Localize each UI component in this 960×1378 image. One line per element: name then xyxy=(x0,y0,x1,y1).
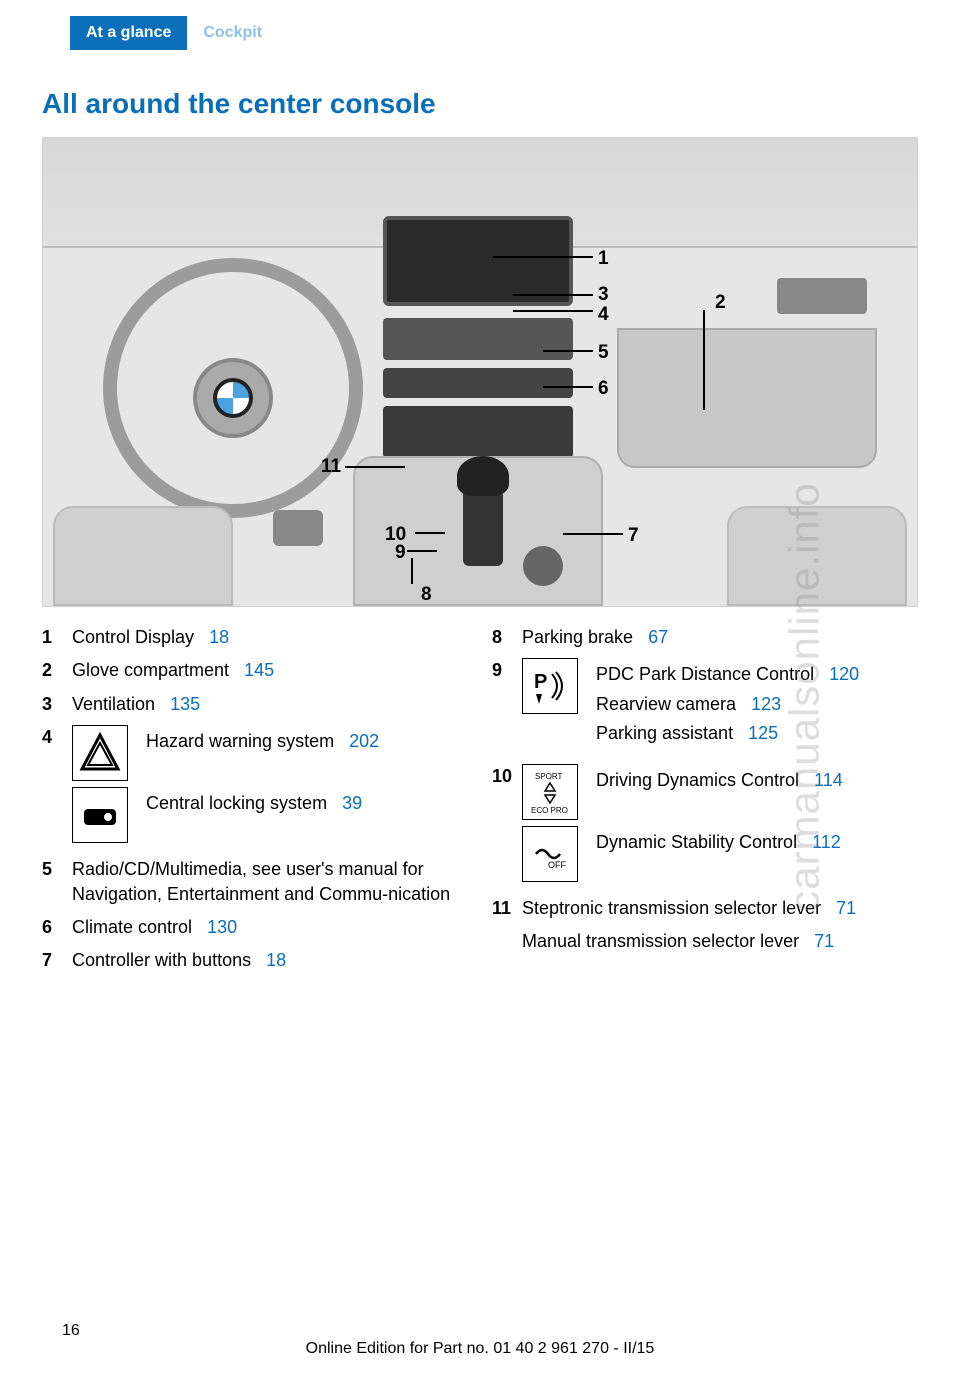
breadcrumb-primary: At a glance xyxy=(70,16,187,50)
page-ref-link[interactable]: 18 xyxy=(209,627,229,647)
legend-item: 2 Glove compartment 145 xyxy=(42,658,468,683)
legend-text: Manual transmission selector lever xyxy=(522,931,799,951)
page-ref-link[interactable]: 67 xyxy=(648,627,668,647)
callout-2: 2 xyxy=(715,290,726,317)
legend-item: 6 Climate control 130 xyxy=(42,915,468,940)
page-ref-link[interactable]: 125 xyxy=(748,723,778,743)
legend-text: Dynamic Stability Control xyxy=(596,832,797,852)
legend-item: 4 Hazard warning system 202 xyxy=(42,725,468,849)
legend-num: 3 xyxy=(42,692,72,717)
pdc-icon: P xyxy=(522,658,578,714)
central-locking-icon xyxy=(72,787,128,843)
bmw-logo-icon xyxy=(213,378,253,418)
page-ref-link[interactable]: 135 xyxy=(170,694,200,714)
legend-num: 7 xyxy=(42,948,72,973)
legend-right: 8 Parking brake 67 9 P PDC Park Distance… xyxy=(492,625,918,981)
page-ref-link[interactable]: 202 xyxy=(349,731,379,751)
page-ref-link[interactable]: 39 xyxy=(342,793,362,813)
dsc-icon: OFF xyxy=(522,826,578,882)
legend-num: 9 xyxy=(492,658,522,683)
svg-text:P: P xyxy=(534,671,547,693)
legend-item: 5 Radio/CD/Multimedia, see user's manual… xyxy=(42,857,468,907)
callout-6: 6 xyxy=(598,376,609,403)
callout-1: 1 xyxy=(598,246,609,273)
legend-text: Radio/CD/Multimedia, see user's manual f… xyxy=(72,859,450,904)
legend-item: 10 SPORT ECO PRO Driving Dynamics Control… xyxy=(492,764,918,888)
section-title: All around the center console xyxy=(42,84,960,123)
callout-8: 8 xyxy=(421,582,432,607)
legend-text: Driving Dynamics Control xyxy=(596,770,799,790)
callout-11: 11 xyxy=(321,454,341,481)
legend-text: Hazard warning system xyxy=(146,731,334,751)
legend-item: 11 Steptronic transmission selector leve… xyxy=(492,896,918,958)
svg-text:OFF: OFF xyxy=(548,860,566,870)
page-ref-link[interactable]: 18 xyxy=(266,950,286,970)
page-ref-link[interactable]: 71 xyxy=(814,931,834,951)
legend-text: Rearview camera xyxy=(596,694,736,714)
legend-num: 11 xyxy=(492,896,522,921)
legend-num: 8 xyxy=(492,625,522,650)
legend-text: Central locking system xyxy=(146,793,327,813)
footer-text: Online Edition for Part no. 01 40 2 961 … xyxy=(0,1338,960,1360)
legend-text: Climate control xyxy=(72,917,192,937)
legend-num: 6 xyxy=(42,915,72,940)
page-ref-link[interactable]: 130 xyxy=(207,917,237,937)
legend-item: 8 Parking brake 67 xyxy=(492,625,918,650)
hazard-warning-icon xyxy=(72,725,128,781)
legend-num: 10 xyxy=(492,764,522,789)
page-ref-link[interactable]: 145 xyxy=(244,660,274,680)
breadcrumb: At a glance Cockpit xyxy=(0,16,960,50)
legend-item: 9 P PDC Park Distance Control 120 Rearvi… xyxy=(492,658,918,756)
legend-text: Parking assistant xyxy=(596,723,733,743)
svg-text:SPORT: SPORT xyxy=(535,772,563,781)
breadcrumb-secondary: Cockpit xyxy=(187,16,278,50)
legend-item: 3 Ventilation 135 xyxy=(42,692,468,717)
legend-text: Ventilation xyxy=(72,694,155,714)
legend-item: 1 Control Display 18 xyxy=(42,625,468,650)
legend-text: Control Display xyxy=(72,627,194,647)
driving-dynamics-icon: SPORT ECO PRO xyxy=(522,764,578,820)
watermark: carmanualsonline.info xyxy=(776,482,835,912)
legend-text: Glove compartment xyxy=(72,660,229,680)
legend-num: 1 xyxy=(42,625,72,650)
callout-4: 4 xyxy=(598,302,609,329)
legend-num: 4 xyxy=(42,725,72,750)
callout-10: 10 xyxy=(385,522,406,549)
callout-7: 7 xyxy=(628,523,639,550)
legend-num: 5 xyxy=(42,857,72,882)
legend-num: 2 xyxy=(42,658,72,683)
legend-text: Parking brake xyxy=(522,627,633,647)
page-ref-link[interactable]: 71 xyxy=(836,898,856,918)
callout-5: 5 xyxy=(598,340,609,367)
legend-left: 1 Control Display 18 2 Glove compartment… xyxy=(42,625,468,981)
svg-text:ECO PRO: ECO PRO xyxy=(531,806,568,815)
legend-item: 7 Controller with buttons 18 xyxy=(42,948,468,973)
legend-text: Controller with buttons xyxy=(72,950,251,970)
